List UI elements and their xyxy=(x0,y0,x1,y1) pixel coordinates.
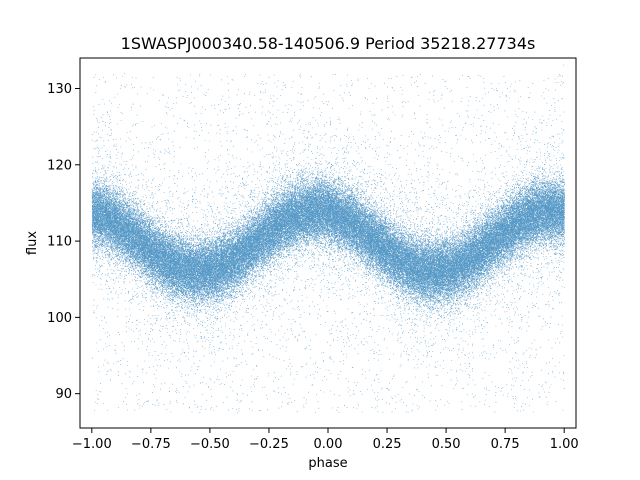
x-tick-label: −0.75 xyxy=(131,437,171,452)
data-points xyxy=(91,64,565,414)
y-tick-label: 130 xyxy=(47,82,72,97)
x-axis-label: phase xyxy=(308,456,347,471)
y-tick-label: 90 xyxy=(55,387,72,402)
x-tick-label: 1.00 xyxy=(550,437,579,452)
y-tick-label: 100 xyxy=(47,311,72,326)
x-tick-label: 0.75 xyxy=(491,437,520,452)
chart-title: 1SWASPJ000340.58-140506.9 Period 35218.2… xyxy=(121,34,536,53)
x-tick-label: 0.50 xyxy=(432,437,461,452)
x-tick-label: 0.25 xyxy=(373,437,402,452)
x-tick-label: −0.25 xyxy=(249,437,289,452)
y-axis-label: flux xyxy=(25,231,40,255)
x-tick-label: 0.00 xyxy=(314,437,343,452)
y-tick-label: 110 xyxy=(47,235,72,250)
y-tick-label: 120 xyxy=(47,158,72,173)
y-axis: 90 100 110 120 130 xyxy=(47,82,80,402)
x-axis: −1.00 −0.75 −0.50 −0.25 0.00 0.25 0.50 0.75 1.00 xyxy=(72,428,579,452)
x-tick-label: −1.00 xyxy=(72,437,112,452)
x-tick-label: −0.50 xyxy=(190,437,230,452)
plot-points xyxy=(91,64,565,414)
